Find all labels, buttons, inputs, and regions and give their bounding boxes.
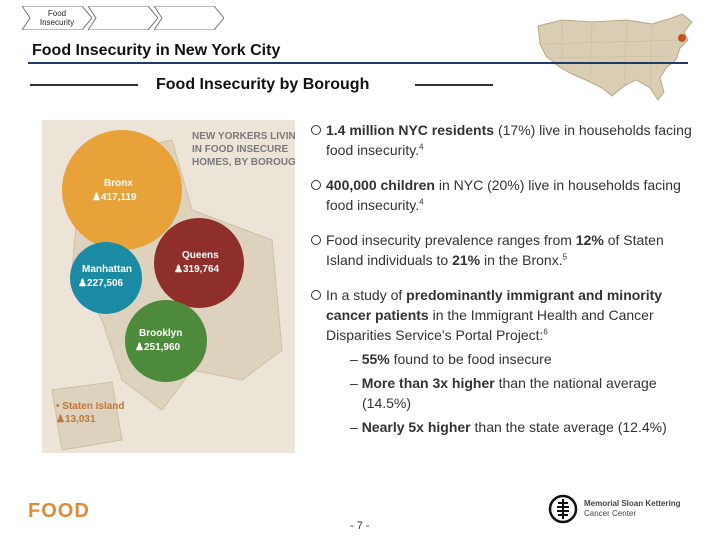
subtitle-rule-right (415, 84, 493, 86)
brooklyn-label: Brooklyn (139, 328, 183, 339)
nyc-marker-icon (678, 34, 686, 42)
bullet-circle-icon (311, 235, 321, 245)
page-title: Food Insecurity in New York City (32, 42, 281, 59)
us-map-icon (537, 13, 693, 101)
breadcrumb-step-2[interactable] (88, 6, 158, 30)
bullet-item: 1.4 million NYC residents (17%) live in … (310, 120, 695, 160)
bullet-list: 1.4 million NYC residents (17%) live in … (310, 120, 695, 452)
borough-infographic: NEW YORKERS LIVING IN FOOD INSECURE HOME… (42, 120, 295, 453)
bronx-label: Bronx (104, 178, 133, 189)
food-logo: FOOD (28, 500, 90, 522)
manhattan-label: Manhattan (82, 264, 132, 275)
bullet-item: 400,000 children in NYC (20%) live in ho… (310, 175, 695, 215)
staten-island-label: • Staten Island ♟13,031 (56, 401, 125, 425)
org-name: Memorial Sloan Kettering (584, 499, 681, 508)
queens-circle: Queens ♟319,764 (154, 218, 244, 308)
brooklyn-value: ♟251,960 (135, 342, 181, 353)
title-rule (28, 62, 688, 64)
queens-label: Queens (182, 250, 219, 261)
sub-bullet-item: – More than 3x higher than the national … (350, 375, 657, 411)
org-subname: Cancer Center (584, 509, 637, 518)
staten-island-value: 13,031 (64, 414, 96, 425)
mskcc-emblem-icon (548, 494, 578, 524)
bronx-circle: Bronx ♟417,119 (62, 130, 182, 250)
bullet-item: Food insecurity prevalence ranges from 1… (310, 230, 695, 270)
subtitle-rule-left (30, 84, 138, 86)
manhattan-circle: Manhattan ♟227,506 (70, 242, 142, 314)
sub-bullet-item: – 55% found to be food insecure (350, 351, 552, 367)
person-icon: ♟ (56, 414, 65, 425)
bronx-value: ♟417,119 (92, 192, 137, 203)
bullet-circle-icon (311, 290, 321, 300)
sub-bullet-item: – Nearly 5x higher than the state averag… (350, 419, 667, 435)
breadcrumb: Food Insecurity (22, 6, 224, 30)
person-icon: ♟ (78, 278, 87, 289)
brooklyn-circle: Brooklyn ♟251,960 (125, 300, 207, 382)
person-icon: ♟ (135, 342, 144, 353)
breadcrumb-step-1[interactable]: Food Insecurity (22, 6, 92, 30)
bullet-circle-icon (311, 180, 321, 190)
section-subtitle: Food Insecurity by Borough (156, 76, 370, 93)
breadcrumb-step-1-label: Food Insecurity (39, 9, 75, 27)
page-number: - 7 - (350, 520, 370, 532)
mskcc-logo: Memorial Sloan Kettering Cancer Center (548, 494, 680, 524)
bullet-item: In a study of predominantly immigrant an… (310, 285, 695, 437)
person-icon: ♟ (174, 264, 183, 275)
manhattan-value: ♟227,506 (78, 278, 124, 289)
person-icon: ♟ (92, 192, 101, 203)
infographic-heading: NEW YORKERS LIVING IN FOOD INSECURE HOME… (192, 131, 295, 168)
subtitle-row: Food Insecurity by Borough (30, 76, 495, 98)
queens-value: ♟319,764 (174, 264, 220, 275)
breadcrumb-step-3[interactable] (154, 6, 224, 30)
bullet-circle-icon (311, 125, 321, 135)
